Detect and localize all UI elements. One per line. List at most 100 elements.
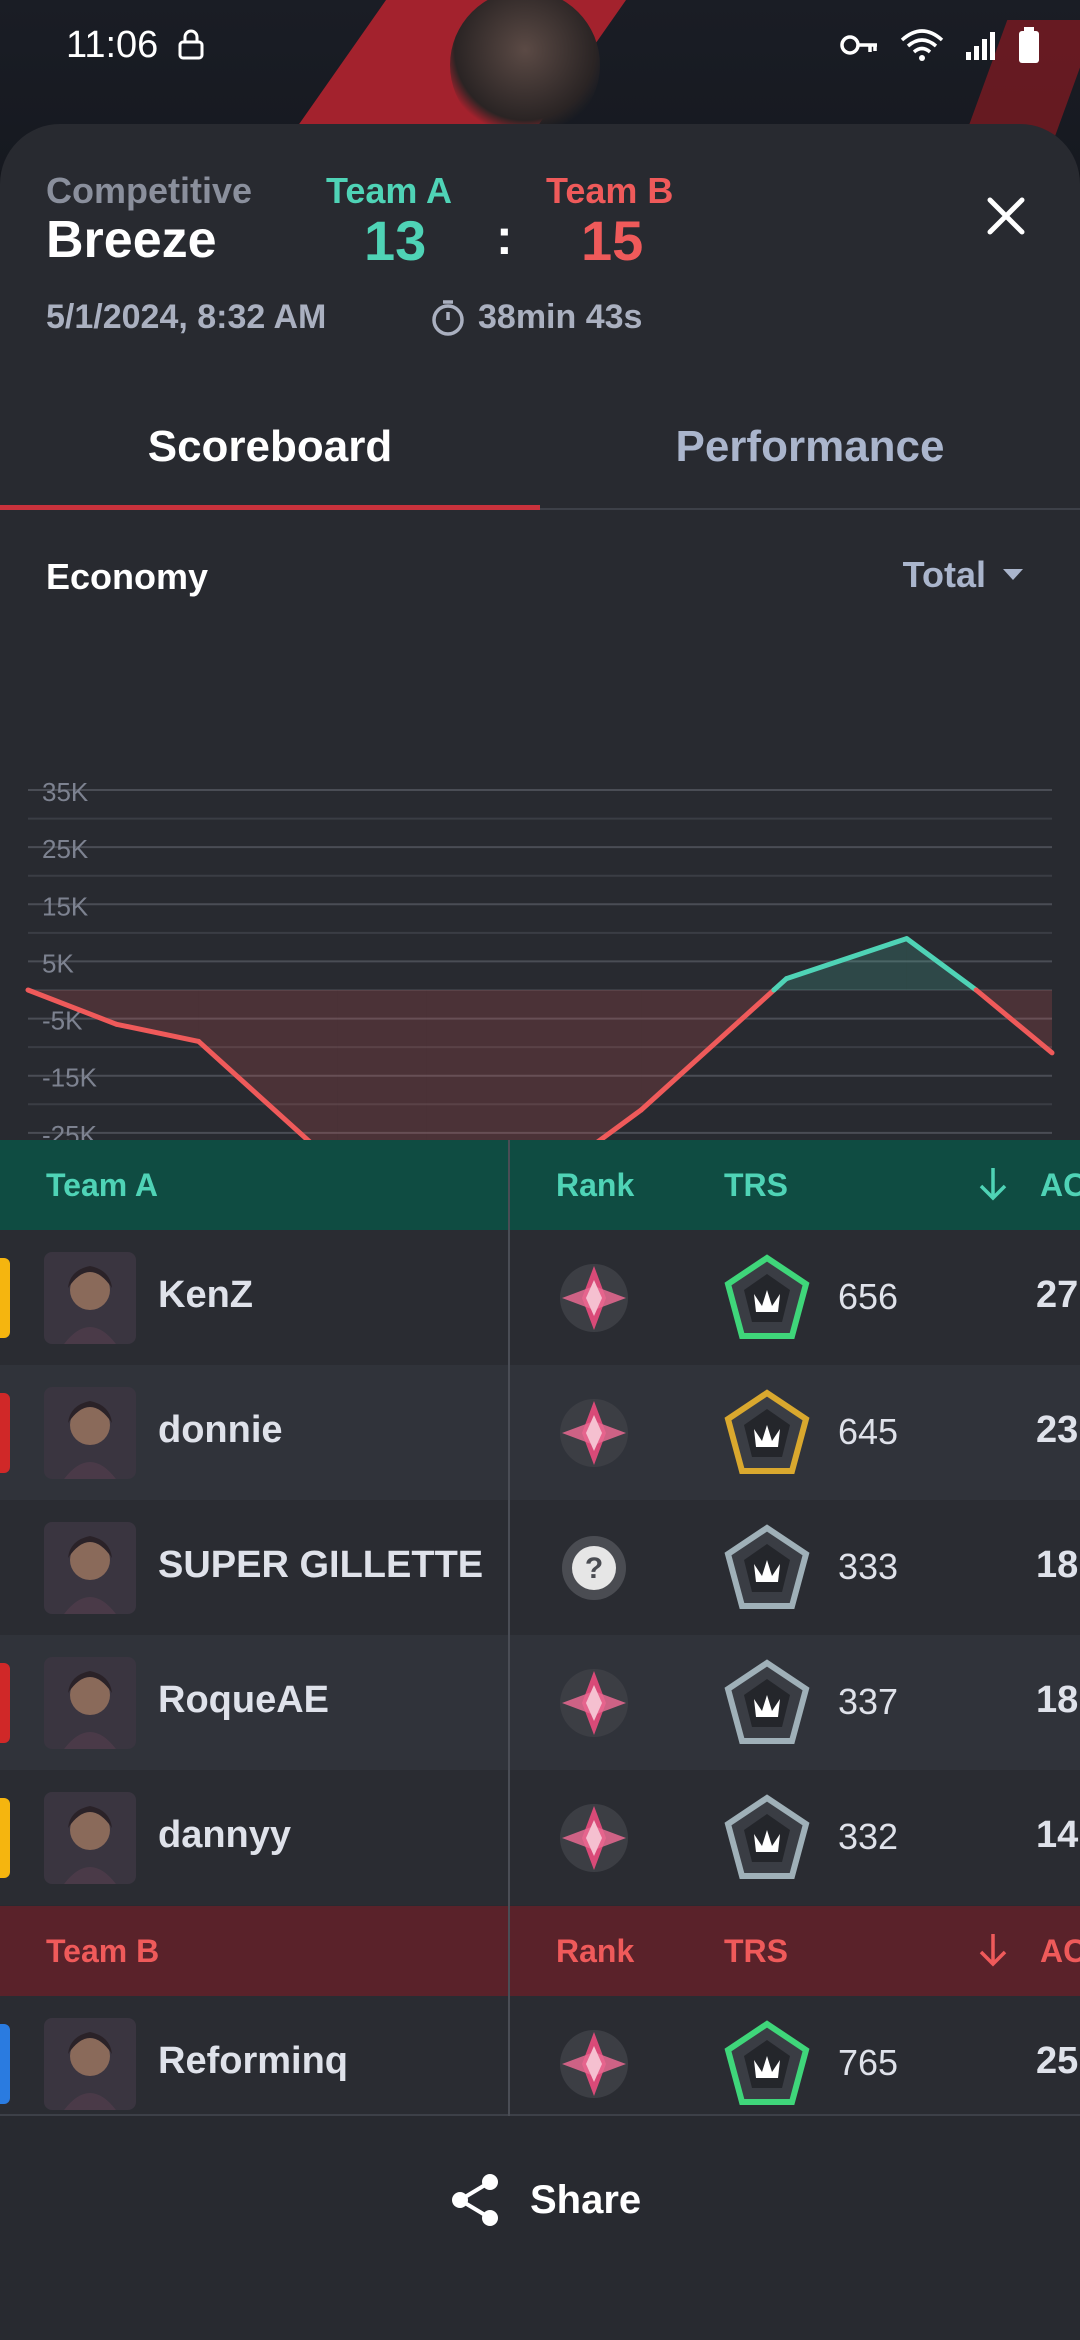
acs-column-header[interactable]: AC: [1040, 1166, 1080, 1203]
rank-gem-icon: [560, 1399, 628, 1467]
economy-line-segment: [784, 936, 910, 982]
acs-value: 25: [1036, 2040, 1079, 2082]
unknown-rank-icon: ?: [562, 1536, 626, 1600]
map-name: Breeze: [46, 211, 217, 269]
party-indicator: [0, 1663, 10, 1743]
match-duration: 38min 43s: [430, 298, 642, 337]
agent-avatar: [44, 1252, 136, 1344]
acs-value: 27: [1036, 1274, 1079, 1316]
party-indicator: [0, 1258, 10, 1338]
team-b-header: Team B Rank TRS AC: [0, 1906, 1080, 1996]
player-row[interactable]: KenZ 656 27: [0, 1230, 1080, 1365]
trs-value: 333: [838, 1546, 899, 1587]
agent-avatar: [44, 1387, 136, 1479]
player-row[interactable]: RoqueAE 337 18: [0, 1635, 1080, 1770]
vpn-lock-icon: [178, 29, 204, 60]
sort-arrow-down-icon[interactable]: [976, 1930, 1010, 1970]
player-row[interactable]: SUPER GILLETTE? 333 18: [0, 1500, 1080, 1635]
economy-line-segment: [973, 987, 1055, 1056]
y-tick-label: 35K: [42, 777, 89, 807]
match-header: Competitive Breeze Team A Team B 13 : 15…: [46, 170, 1046, 380]
acs-value: 18: [1036, 1544, 1079, 1586]
share-button[interactable]: Share: [448, 2172, 641, 2228]
player-name: SUPER GILLETTE: [158, 1544, 484, 1586]
key-icon: [840, 35, 877, 55]
party-indicator: [0, 1798, 10, 1878]
team-a-label: Team A: [326, 170, 453, 211]
share-icon: [452, 2174, 498, 2226]
economy-line-segment: [638, 987, 777, 1113]
caret-down-icon: [1003, 569, 1023, 580]
trs-badge-icon: [724, 1659, 810, 1744]
player-row[interactable]: Reforminq 765 25: [0, 1996, 1080, 2131]
trs-value: 645: [838, 1411, 899, 1452]
trs-value: 332: [838, 1816, 899, 1857]
signal-icon: [966, 32, 995, 60]
acs-value: 14: [1036, 1814, 1079, 1856]
svg-text:?: ?: [585, 1552, 603, 1585]
team-b-score: 15: [581, 209, 644, 272]
economy-line-segment: [25, 987, 119, 1027]
agent-avatar: [44, 1792, 136, 1884]
negative-area: [540, 990, 642, 1185]
trs-value: 656: [838, 1276, 899, 1317]
player-name: Reforminq: [158, 2040, 348, 2082]
status-bar: 11:06: [0, 0, 1080, 90]
agent-artwork: [450, 0, 600, 140]
close-button[interactable]: [976, 186, 1036, 246]
tab-bar: Scoreboard Performance: [0, 386, 1080, 510]
economy-dropdown[interactable]: Total: [903, 554, 1024, 596]
economy-line-segment: [113, 1021, 202, 1044]
player-row[interactable]: donnie 645 23: [0, 1365, 1080, 1500]
sort-arrow-down-icon[interactable]: [976, 1164, 1010, 1204]
trs-column-header[interactable]: TRS: [724, 1166, 788, 1203]
agent-avatar: [44, 1522, 136, 1614]
negative-area: [116, 990, 199, 1042]
economy-line-segment: [904, 936, 979, 993]
team-a-header-label: Team A: [46, 1166, 159, 1203]
positive-area: [786, 938, 907, 990]
y-tick-label: 15K: [42, 891, 89, 921]
team-b-header-label: Team B: [46, 1932, 160, 1969]
acs-value: 23: [1036, 1409, 1079, 1451]
rank-gem-icon: [560, 1264, 628, 1332]
party-indicator: [0, 1393, 10, 1473]
bottom-bar: Share: [0, 2114, 1080, 2340]
tab-scoreboard[interactable]: Scoreboard: [0, 386, 540, 510]
economy-title: Economy: [46, 556, 209, 597]
trs-value: 765: [838, 2042, 899, 2083]
y-tick-label: 25K: [42, 834, 89, 864]
player-name: KenZ: [158, 1274, 253, 1316]
player-name: donnie: [158, 1409, 283, 1451]
negative-area: [198, 990, 338, 1168]
trs-badge-icon: [724, 1524, 810, 1609]
rank-column-header[interactable]: Rank: [556, 1166, 635, 1203]
rank-column-header-b[interactable]: Rank: [556, 1932, 635, 1969]
rank-gem-icon: [560, 1804, 628, 1872]
negative-area: [426, 990, 540, 1185]
team-a-score: 13: [364, 209, 427, 272]
team-a-header: Team A Rank TRS AC: [0, 1140, 1080, 1230]
trs-badge-icon: [724, 1389, 810, 1474]
party-indicator: [0, 2024, 10, 2104]
rank-gem-icon: [560, 2030, 628, 2098]
wifi-icon: [900, 29, 944, 61]
player-name: dannyy: [158, 1814, 292, 1856]
agent-avatar: [44, 2018, 136, 2110]
acs-value: 18: [1036, 1679, 1079, 1721]
status-icons: [840, 27, 1040, 63]
scoreboard-table: Team A Rank TRS AC KenZ 656 27 donnie 645 23 S…: [0, 1140, 1080, 2131]
trs-badge-icon: [724, 2020, 810, 2105]
negative-area: [337, 990, 427, 1168]
acs-column-header-b[interactable]: AC: [1040, 1932, 1080, 1969]
trs-badge-icon: [724, 1794, 810, 1879]
trs-column-header-b[interactable]: TRS: [724, 1932, 788, 1969]
stopwatch-icon: [432, 299, 464, 336]
tab-performance[interactable]: Performance: [675, 422, 945, 471]
score-separator: :: [496, 209, 513, 265]
y-tick-label: -15K: [42, 1063, 98, 1093]
player-row[interactable]: dannyy 332 14: [0, 1770, 1080, 1905]
agent-avatar: [44, 1657, 136, 1749]
trs-value: 337: [838, 1681, 899, 1722]
